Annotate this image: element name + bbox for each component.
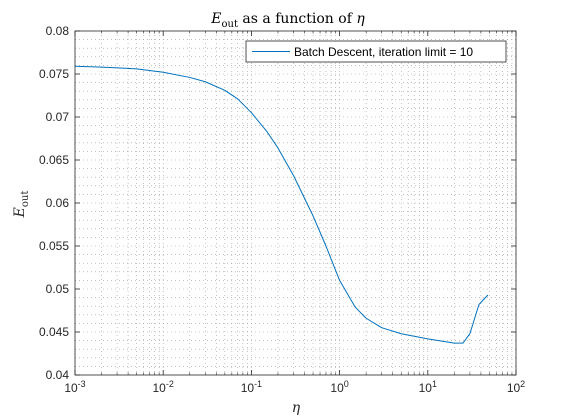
y-tick-labels: 0.04 0.045 0.05 0.055 0.06 0.065 0.07 0.075 0.08 [39,24,69,382]
x-axis-label: η [292,400,301,416]
y-axis-label: Eout [12,191,31,219]
y-tick-label: 0.08 [46,24,70,38]
y-tick-label: 0.06 [46,196,70,210]
chart-title: Eout as a function of η [210,11,365,30]
x-tick-label: 10-1 [241,379,262,395]
axis-ticks [74,30,517,376]
x-tick-label: 102 [507,379,525,395]
y-tick-label: 0.04 [46,368,70,382]
y-tick-label: 0.05 [46,282,70,296]
y-tick-label: 0.07 [46,110,70,124]
series-line [74,65,489,344]
legend-label: Batch Descent, iteration limit = 10 [294,45,473,59]
x-tick-label: 10-2 [153,379,174,395]
y-tick-label: 0.065 [39,153,69,167]
x-tick-label: 101 [419,379,437,395]
y-tick-label: 0.045 [39,325,69,339]
x-tick-label: 100 [330,379,348,395]
legend-box [245,40,507,63]
y-tick-label: 0.055 [39,239,69,253]
x-tick-labels: 10-3 10-2 10-1 100 101 102 [64,379,525,395]
legend: Batch Descent, iteration limit = 10 [245,40,507,63]
grid [75,31,516,375]
x-tick-label: 10-3 [64,379,85,395]
series-lines [74,65,489,344]
y-tick-label: 0.075 [39,67,69,81]
